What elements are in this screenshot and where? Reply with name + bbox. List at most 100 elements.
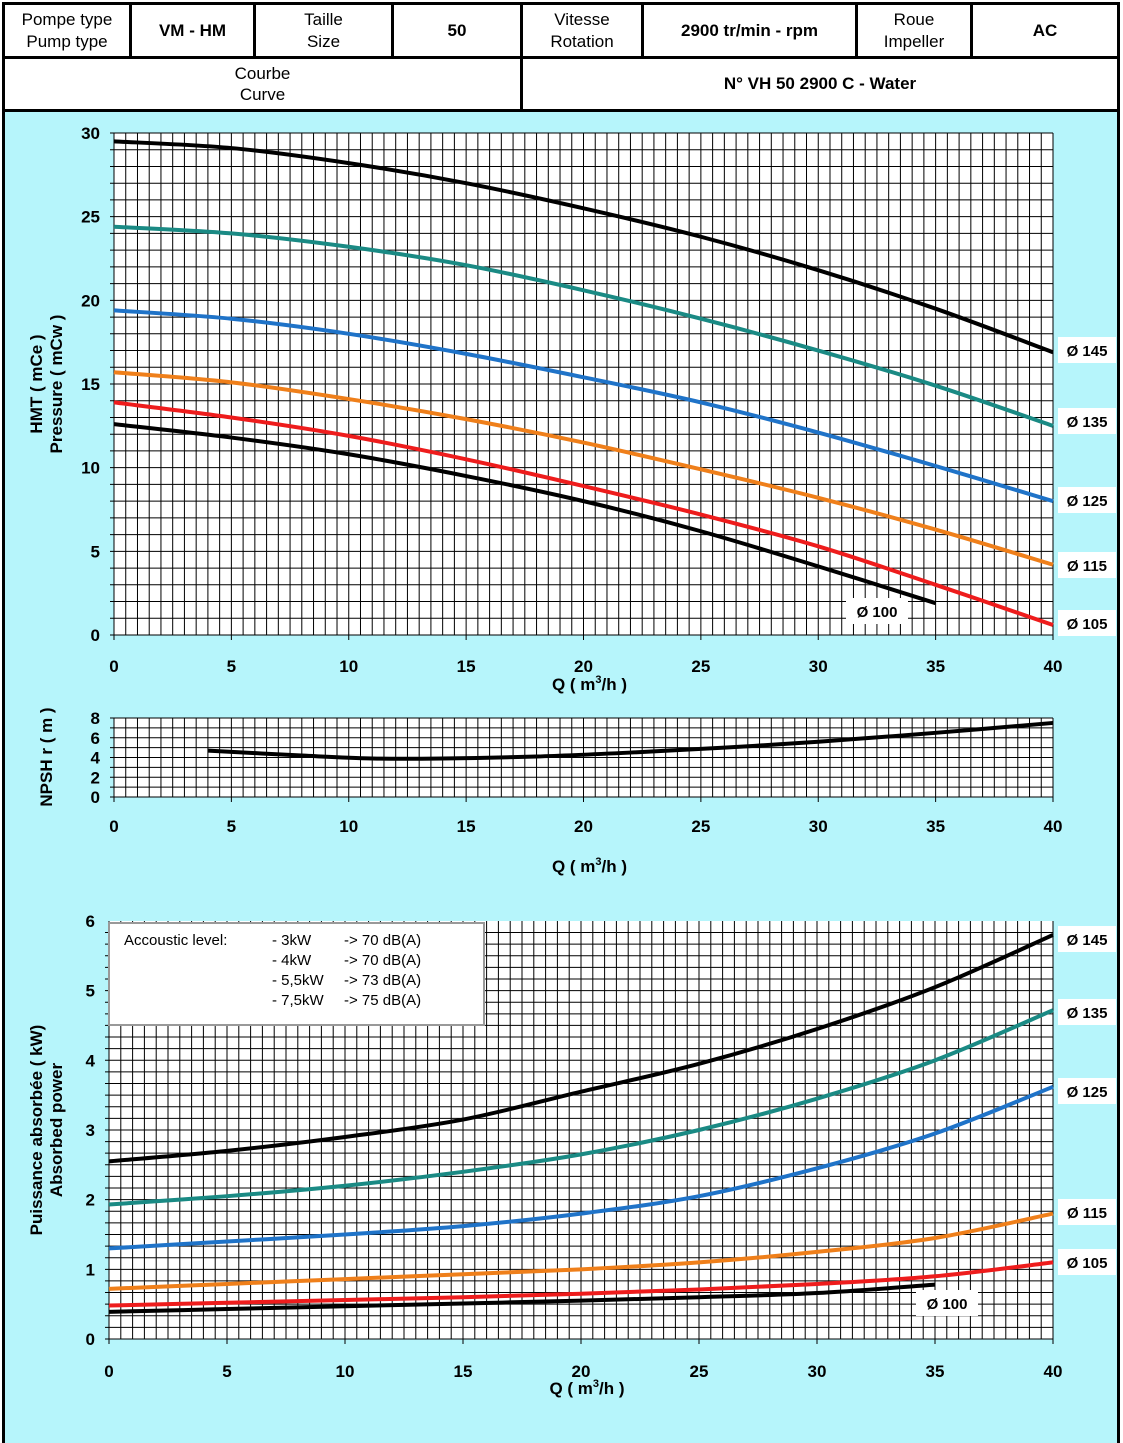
diameter-label-bg xyxy=(1058,926,1116,952)
x-tick-label: 40 xyxy=(1044,817,1063,836)
diameter-label: Ø 105 xyxy=(1067,616,1108,633)
acoustic-power: - 7,5kW xyxy=(272,992,325,1009)
x-tick-label: 15 xyxy=(457,657,476,676)
x-axis-label-part: Q ( m xyxy=(549,1379,592,1398)
diameter-label: Ø 125 xyxy=(1067,493,1108,510)
x-tick-label: 35 xyxy=(926,817,945,836)
acoustic-box xyxy=(108,922,485,1026)
diameter-label-bg xyxy=(1058,1199,1116,1225)
acoustic-level: -> 75 dB(A) xyxy=(344,992,421,1009)
diameter-label-bg xyxy=(1058,610,1116,636)
y-tick-label: 8 xyxy=(91,709,100,728)
y-tick-label: 5 xyxy=(86,982,95,1001)
curve-115 xyxy=(108,1211,1054,1291)
curve-145 xyxy=(108,933,1054,1164)
y-axis-label: Pressure ( mCw ) xyxy=(47,315,66,454)
x-tick-label: 5 xyxy=(222,1362,231,1381)
diameter-label-bg xyxy=(846,598,908,624)
curve-115 xyxy=(113,370,1054,567)
grid xyxy=(110,132,1054,640)
grid xyxy=(110,717,1054,802)
x-tick-label: 20 xyxy=(572,1362,591,1381)
y-axis-label: NPSH r ( m ) xyxy=(37,707,56,806)
x-tick-label: 5 xyxy=(227,657,236,676)
x-tick-label: 40 xyxy=(1044,657,1063,676)
x-tick-label: 20 xyxy=(574,817,593,836)
curve-135 xyxy=(108,1008,1054,1207)
curve-en: Curve xyxy=(239,85,286,104)
diameter-label: Ø 100 xyxy=(927,1296,968,1313)
y-tick-label: 3 xyxy=(86,1121,95,1140)
diameter-label: Ø 135 xyxy=(1067,414,1108,431)
acoustic-title: Accoustic level: xyxy=(124,932,227,949)
x-tick-label: 0 xyxy=(104,1362,113,1381)
x-tick-label: 15 xyxy=(457,817,476,836)
x-tick-label: 25 xyxy=(691,817,710,836)
acoustic-level: -> 70 dB(A) xyxy=(344,952,421,969)
y-tick-label: 0 xyxy=(91,626,100,645)
x-tick-label: 30 xyxy=(809,657,828,676)
x-axis-label: Q ( m3/h ) xyxy=(552,674,627,694)
speed-en: Rotation xyxy=(550,31,614,51)
x-tick-label: 10 xyxy=(339,657,358,676)
y-axis-label: Puissance absorbée ( kW) xyxy=(27,1025,46,1236)
curve-145 xyxy=(113,139,1054,355)
curve-fr: Courbe xyxy=(234,63,291,83)
acoustic-level: -> 70 dB(A) xyxy=(344,932,421,949)
acoustic-level: -> 73 dB(A) xyxy=(344,972,421,989)
y-tick-label: 6 xyxy=(86,912,95,931)
x-axis-label: Q ( m3/h ) xyxy=(549,1378,624,1398)
x-axis-label-part: Q ( m xyxy=(552,675,595,694)
y-tick-label: 2 xyxy=(91,768,100,787)
x-axis-label-sup: 3 xyxy=(593,1378,599,1390)
x-tick-label: 30 xyxy=(809,817,828,836)
y-tick-label: 4 xyxy=(86,1051,96,1070)
diameter-label-bg xyxy=(916,1290,978,1316)
y-tick-label: 10 xyxy=(81,459,100,478)
x-axis-label: Q ( m3/h ) xyxy=(552,856,627,876)
y-tick-label: 20 xyxy=(81,291,100,310)
spec-header: Pompe type Pump type VM - HM Taille Size 5… xyxy=(2,2,1120,112)
curve-125 xyxy=(108,1084,1054,1251)
y-axis-label: Absorbed power xyxy=(47,1063,66,1198)
diameter-label-bg xyxy=(1058,552,1116,578)
x-tick-label: 0 xyxy=(109,817,118,836)
curve-100 xyxy=(113,422,937,606)
y-tick-label: 2 xyxy=(86,1191,95,1210)
x-tick-label: 10 xyxy=(336,1362,355,1381)
x-axis-label-sup: 3 xyxy=(595,856,601,868)
y-tick-label: 0 xyxy=(91,788,100,807)
x-tick-label: 30 xyxy=(808,1362,827,1381)
x-tick-label: 15 xyxy=(454,1362,473,1381)
diameter-label: Ø 135 xyxy=(1067,1005,1108,1022)
x-tick-label: 5 xyxy=(227,817,236,836)
diameter-label-bg xyxy=(1058,408,1116,434)
y-tick-label: 15 xyxy=(81,375,100,394)
y-tick-label: 0 xyxy=(86,1330,95,1349)
curve-105 xyxy=(108,1260,1054,1308)
curve-135 xyxy=(113,224,1054,428)
plot-1: 0 5 10 15 20 25 30 35 40 0 5 10 15 20 25 30 Q ( m3/h ) HM… xyxy=(27,124,1116,694)
diameter-label: Ø 145 xyxy=(1067,932,1108,949)
y-tick-label: 1 xyxy=(86,1260,95,1279)
diameter-label: Ø 115 xyxy=(1067,1205,1107,1222)
diameter-label-bg xyxy=(1058,1249,1116,1275)
impeller-fr: Roue xyxy=(893,10,935,30)
speed-fr: Vitesse xyxy=(554,10,610,30)
diameter-label-bg xyxy=(1058,1078,1116,1104)
acoustic-power: - 4kW xyxy=(272,952,312,969)
curve-label: Courbe Curve xyxy=(2,56,523,112)
x-tick-label: 35 xyxy=(926,657,945,676)
diameter-label: Ø 145 xyxy=(1067,343,1108,360)
x-tick-label: 0 xyxy=(109,657,118,676)
diameter-label-bg xyxy=(1058,337,1116,363)
pump-type-fr: Pompe type xyxy=(21,10,113,30)
x-tick-label: 20 xyxy=(574,657,593,676)
diameter-label-bg xyxy=(1058,999,1116,1025)
diameter-label: Ø 115 xyxy=(1067,558,1107,575)
diameter-label: Ø 105 xyxy=(1067,1255,1108,1272)
diameter-label-bg xyxy=(1058,487,1116,513)
